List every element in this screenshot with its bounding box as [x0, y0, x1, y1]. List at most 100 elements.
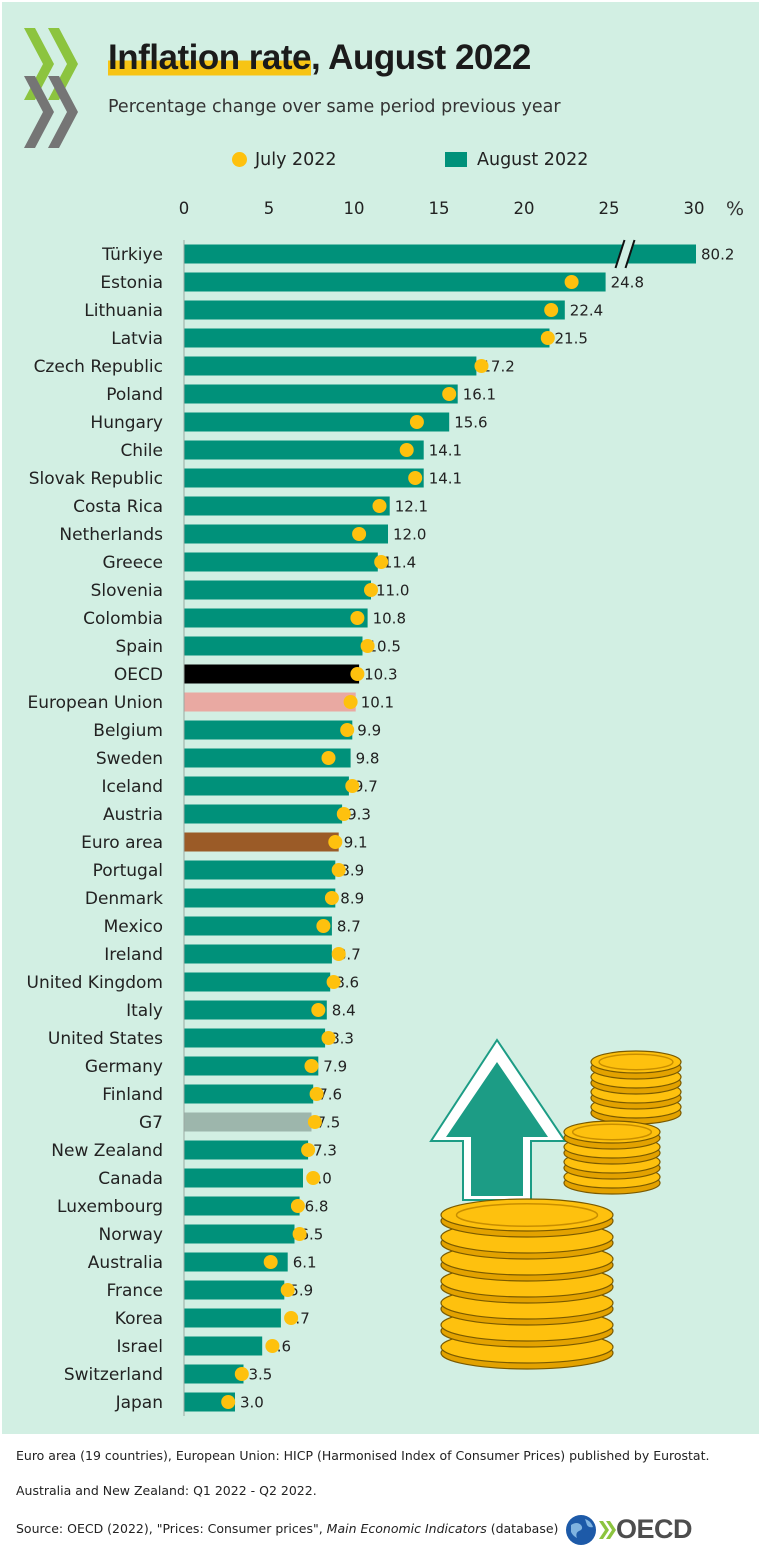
bar-august	[184, 636, 363, 656]
dot-july	[336, 807, 351, 821]
title-rest: , August 2022	[311, 38, 531, 77]
category-label: Norway	[99, 1225, 164, 1245]
category-label: Finland	[102, 1085, 163, 1105]
x-unit-label: %	[726, 198, 744, 220]
category-label: Mexico	[104, 917, 163, 937]
bar-august	[184, 1056, 319, 1076]
dot-july	[564, 275, 579, 289]
data-label: 12.0	[393, 526, 426, 544]
data-label: 8.3	[330, 1030, 354, 1048]
category-label: Hungary	[90, 413, 163, 433]
x-tick-label: 5	[264, 199, 275, 218]
dot-july	[352, 527, 367, 541]
bar-august	[184, 412, 450, 432]
dot-july	[324, 891, 339, 905]
data-label: 7.9	[323, 1058, 347, 1076]
data-label: 6.8	[305, 1198, 329, 1216]
dot-july	[540, 331, 555, 345]
data-label: 15.6	[454, 414, 487, 432]
data-label: 5.9	[289, 1282, 313, 1300]
bar-august	[184, 272, 606, 292]
dot-july	[234, 1367, 249, 1381]
category-label: Australia	[88, 1253, 163, 1273]
dot-july	[280, 1283, 295, 1297]
bar-august	[184, 468, 424, 488]
dot-july	[408, 471, 423, 485]
bar-august	[184, 1084, 314, 1104]
bar-august	[184, 1196, 300, 1216]
bar-august	[184, 608, 368, 628]
bar-august	[184, 552, 378, 572]
dot-july	[221, 1395, 236, 1409]
bar-august	[184, 580, 371, 600]
source-suffix: (database)	[486, 1521, 559, 1536]
data-label: 9.3	[347, 806, 371, 824]
legend-item-july: July 2022	[232, 150, 337, 170]
data-label: 12.1	[395, 498, 428, 516]
bar-august	[184, 1336, 263, 1356]
category-label: Ireland	[104, 945, 163, 965]
dot-july	[301, 1143, 316, 1157]
bar-august	[184, 1364, 244, 1384]
bar-august	[184, 1000, 327, 1020]
category-label: Türkiye	[101, 245, 163, 265]
data-label: 3.5	[249, 1366, 273, 1384]
dot-july	[350, 611, 365, 625]
data-label: 6.1	[293, 1254, 317, 1272]
dot-july	[328, 835, 343, 849]
bar-august	[184, 1168, 303, 1188]
category-label: Slovenia	[91, 581, 163, 601]
axis-break-mark	[614, 239, 626, 269]
bar-august	[184, 1392, 235, 1412]
bar-august	[184, 860, 336, 880]
bar-august	[184, 720, 353, 740]
dot-july	[290, 1199, 305, 1213]
category-label: Belgium	[93, 721, 163, 741]
bar-august	[184, 1112, 312, 1132]
bar-august	[184, 1280, 285, 1300]
dot-july	[263, 1255, 278, 1269]
bar-august	[184, 244, 696, 264]
bar-august	[184, 384, 458, 404]
bar-august	[184, 1224, 295, 1244]
title-highlight: Inflation rate	[108, 38, 312, 77]
source-note: Source: OECD (2022), "Prices: Consumer p…	[16, 1521, 558, 1536]
bar-august	[184, 1140, 309, 1160]
data-label: 8.9	[340, 862, 364, 880]
category-label: Italy	[126, 1001, 163, 1021]
dot-july	[544, 303, 559, 317]
data-label: 22.4	[570, 302, 603, 320]
bar-chart: 0 5 10 15 20 25 30% Türkiye 80.2 Estonia 24.8 Lith…	[27, 198, 744, 1416]
oecd-globe-logo-icon	[566, 1515, 616, 1545]
data-label: 16.1	[463, 386, 496, 404]
bar-august	[184, 524, 388, 544]
x-tick-label: 15	[429, 199, 450, 218]
legend-square-icon	[445, 152, 467, 167]
x-axis-ticks: 0 5 10 15 20 25 30%	[179, 198, 744, 220]
category-label: New Zealand	[51, 1141, 163, 1161]
legend-label-august: August 2022	[477, 150, 589, 170]
bar-august	[184, 1308, 281, 1328]
data-label: 9.8	[356, 750, 380, 768]
category-label: United Kingdom	[27, 973, 163, 993]
category-label: European Union	[28, 693, 164, 713]
bar-august	[184, 804, 343, 824]
bar-august	[184, 1028, 326, 1048]
dot-july	[309, 1087, 324, 1101]
data-label: 10.8	[373, 610, 406, 628]
x-tick-label: 30	[684, 199, 705, 218]
dot-july	[306, 1171, 321, 1185]
bar-august	[184, 300, 565, 320]
bar-august	[184, 440, 424, 460]
legend-dot-icon	[232, 152, 247, 167]
oecd-chevron-icon	[24, 28, 78, 148]
footnote-australia-nz: Australia and New Zealand: Q1 2022 - Q2 …	[16, 1483, 317, 1498]
category-label: Iceland	[101, 777, 163, 797]
data-label: 9.7	[354, 778, 378, 796]
data-label: 11.0	[376, 582, 409, 600]
category-label: Spain	[116, 637, 164, 657]
dot-july	[343, 695, 358, 709]
dot-july	[364, 583, 378, 597]
category-label: Slovak Republic	[29, 469, 163, 489]
dot-july	[345, 779, 360, 793]
